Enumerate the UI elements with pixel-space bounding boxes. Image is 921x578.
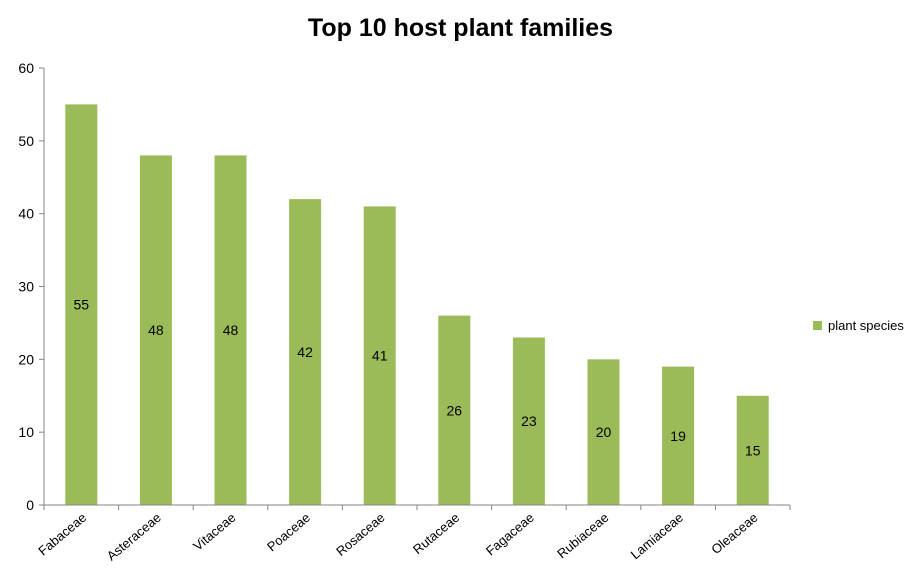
bar-value-label: 48	[148, 322, 164, 338]
x-tick-label: Fagaceae	[483, 510, 537, 559]
bar	[65, 104, 98, 506]
y-tick-label: 40	[18, 206, 34, 222]
x-tick-label: Poaceae	[264, 510, 313, 554]
bar-value-label: 26	[447, 402, 463, 418]
bar	[587, 359, 620, 505]
x-tick-label: Rutaceae	[410, 510, 462, 557]
legend-label: plant species	[828, 318, 904, 333]
y-tick-label: 60	[18, 60, 34, 76]
bar-value-label: 42	[297, 344, 313, 360]
bar	[736, 395, 769, 505]
y-tick-label: 0	[26, 497, 34, 513]
y-tick-label: 10	[18, 424, 34, 440]
x-tick-label: Vitaceae	[190, 510, 238, 554]
bar	[662, 366, 695, 505]
bar	[363, 206, 396, 505]
y-tick-label: 30	[18, 279, 34, 295]
x-tick-label: Oleaceae	[708, 510, 760, 557]
bar-value-label: 41	[372, 348, 388, 364]
bar	[512, 337, 545, 505]
x-tick-label: Fabaceae	[35, 510, 89, 559]
bar	[139, 155, 172, 505]
bar-value-label: 48	[223, 322, 239, 338]
y-tick-label: 50	[18, 133, 34, 149]
x-tick-label: Lamiaceae	[628, 510, 686, 562]
x-tick-label: Rosaceae	[333, 510, 387, 559]
bar-value-label: 55	[74, 297, 90, 313]
legend: plant species	[813, 318, 904, 333]
chart-title: Top 10 host plant families	[307, 14, 614, 42]
bar-value-label: 23	[521, 413, 537, 429]
x-tick-label: Asteraceae	[104, 510, 164, 564]
bar	[289, 199, 322, 505]
y-tick-label: 20	[18, 351, 34, 367]
legend-swatch	[813, 321, 822, 330]
bar	[438, 315, 471, 505]
bar-value-label: 20	[596, 424, 612, 440]
bar-value-label: 15	[745, 442, 761, 458]
bar	[214, 155, 247, 505]
x-tick-label: Rubiaceae	[554, 510, 611, 561]
bar-value-label: 19	[670, 428, 686, 444]
